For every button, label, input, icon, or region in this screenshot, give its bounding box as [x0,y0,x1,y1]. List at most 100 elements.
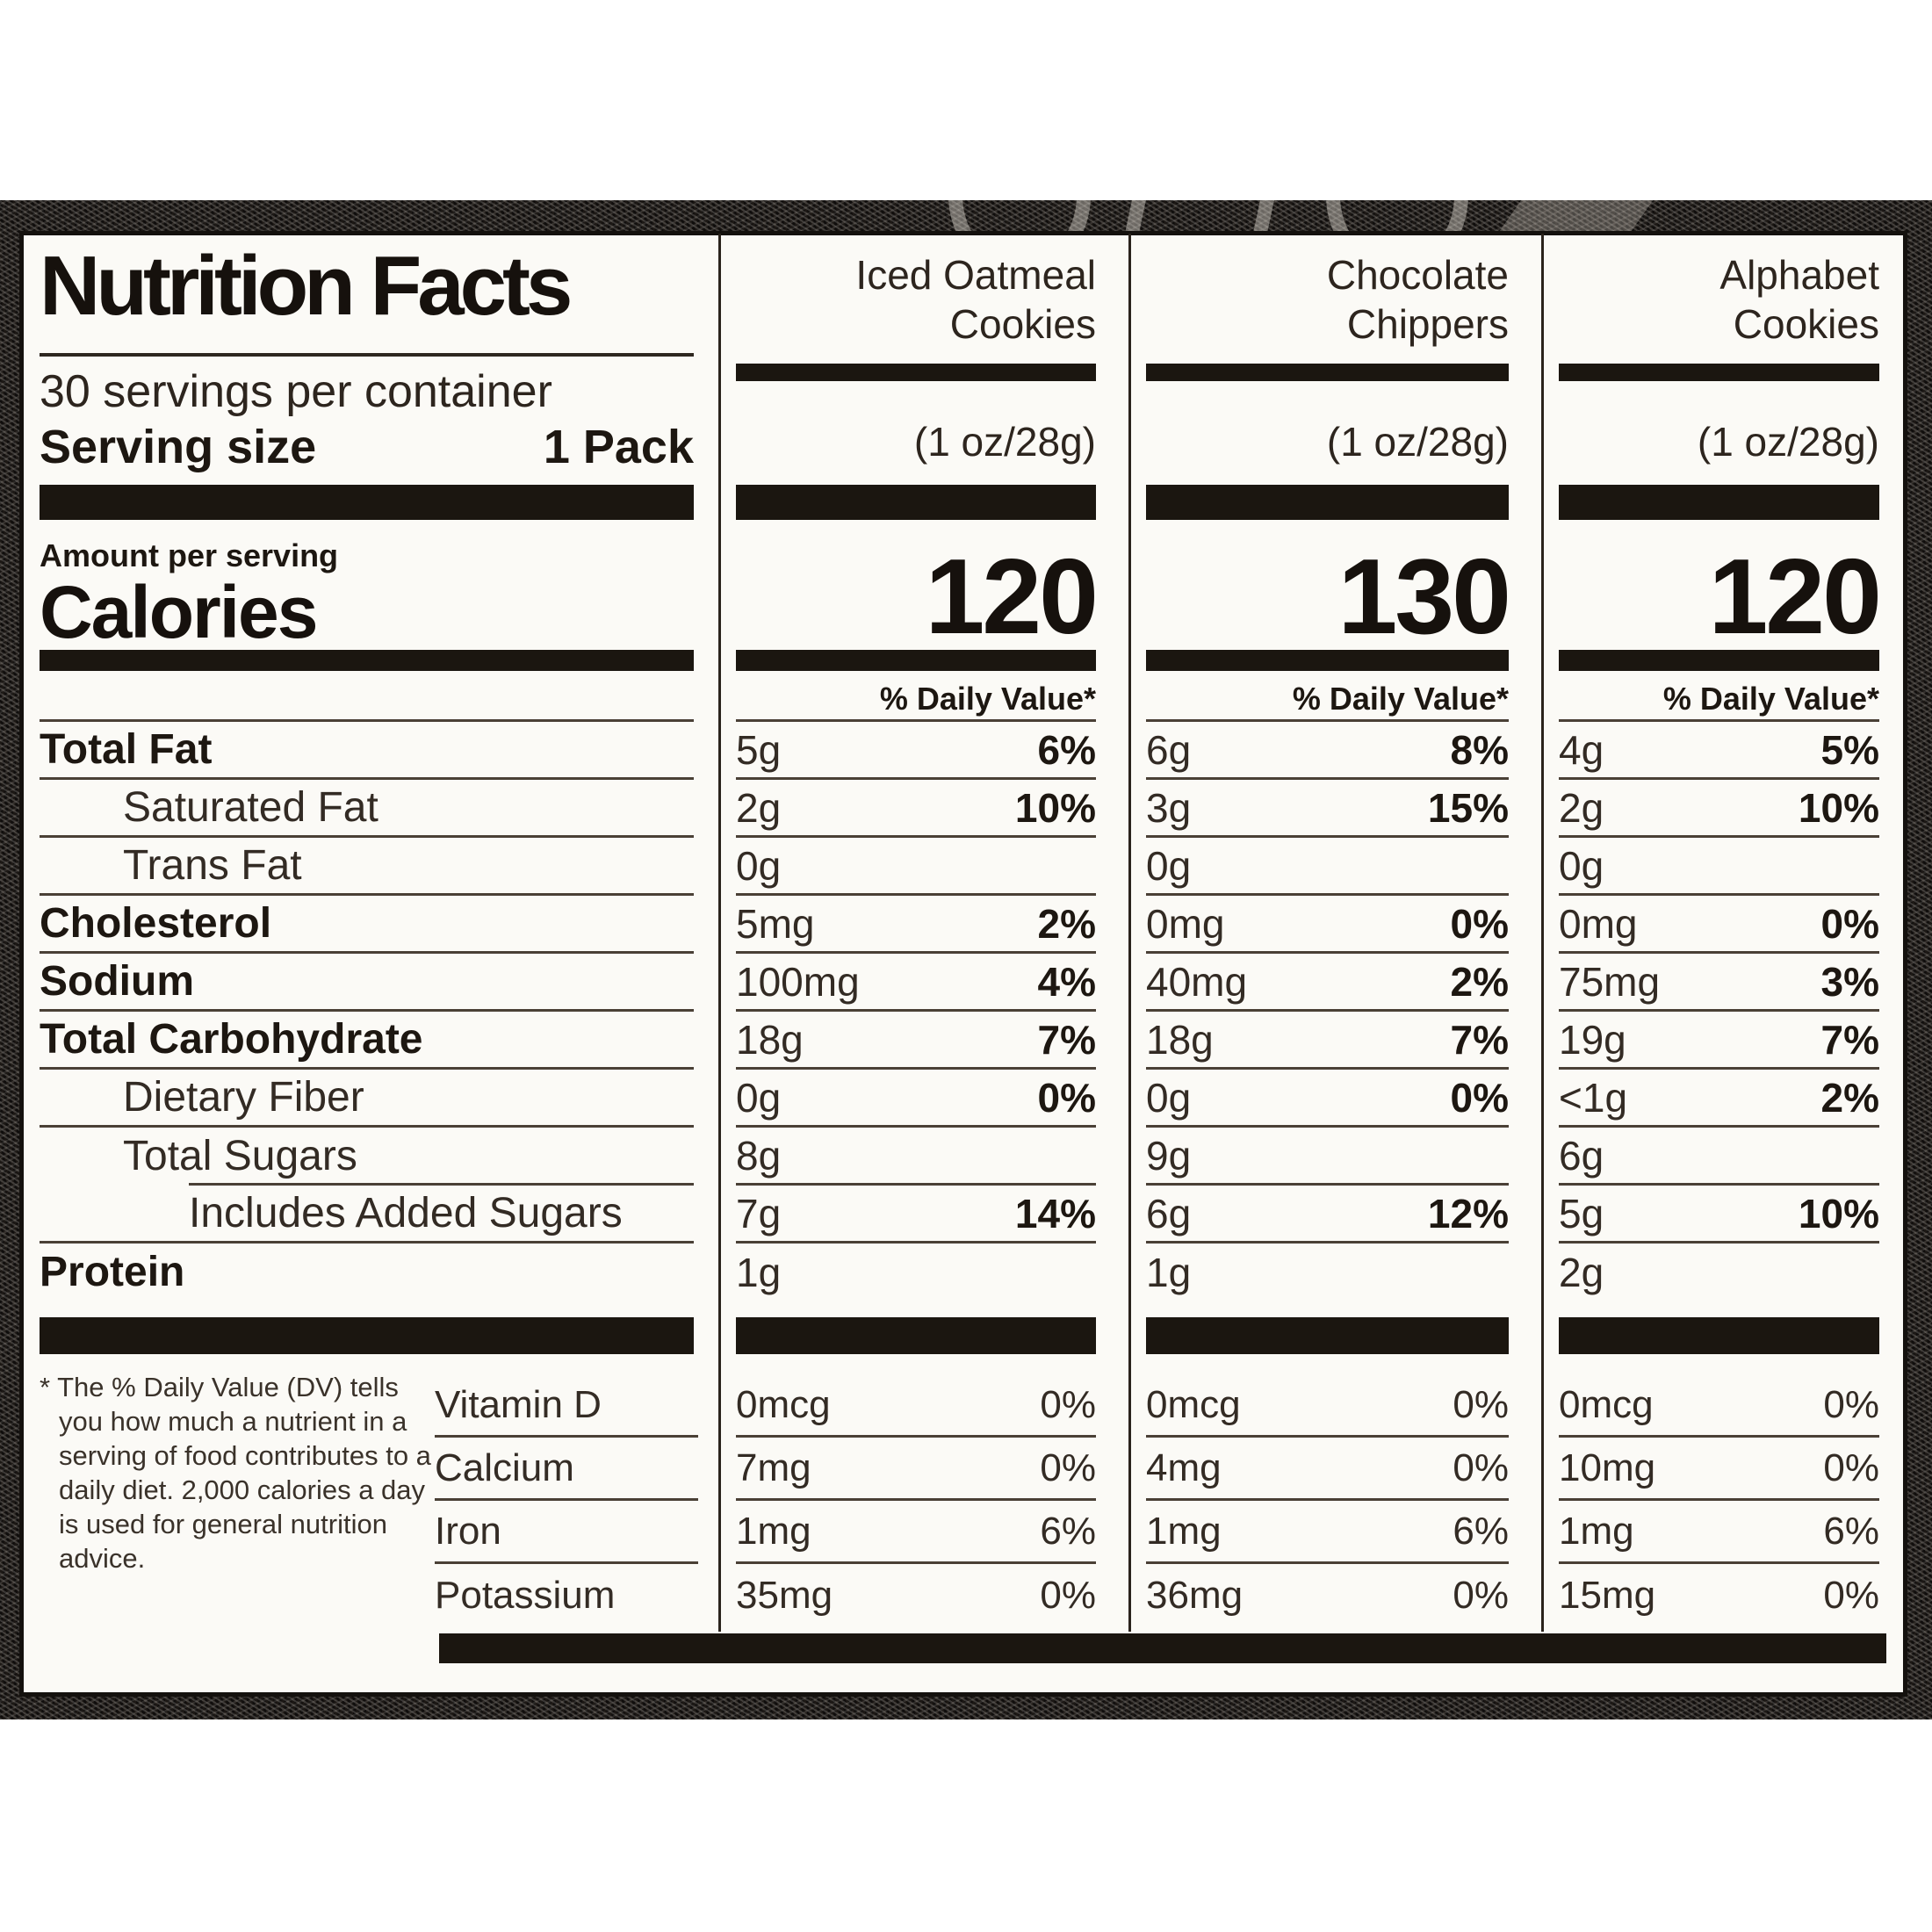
product-name: Chocolate Chippers [1146,250,1509,349]
title-underline-bar [1559,364,1879,381]
vitamin-label: Iron [435,1509,501,1553]
nutrient-row: 6g 12% [1146,1186,1509,1244]
vitamin-label: Potassium [435,1574,616,1617]
daily-value-footnote: * The % Daily Value (DV) tells you how m… [40,1372,431,1574]
vitamin-row: 0mcg 0% [736,1374,1096,1438]
ghost-shape [948,200,1091,231]
vitamin-row: 15mg 0% [1559,1574,1879,1617]
nutrient-label: Total Sugars [123,1133,357,1179]
nutrient-label: Dietary Fiber [123,1073,364,1121]
nutrient-row: 0mg 0% [1559,896,1879,954]
separator-bar [736,485,1096,520]
amount-per-serving-label: Amount per serving [40,537,339,573]
product-name-line: Cookies [949,301,1096,347]
product-column-iced-oatmeal: Iced Oatmeal Cookies (1 oz/28g) 120 % Da… [736,231,1099,1697]
separator-bar [736,650,1096,671]
nutrient-row: Total Sugars [40,1128,694,1186]
product-serving-size: (1 oz/28g) [1697,419,1879,465]
vitamin-name-row: Potassium [435,1564,698,1627]
serving-size-row: Serving size 1 Pack [40,423,694,471]
vitamin-row: 0mcg 0% [1146,1374,1509,1438]
nutrient-label: Total Fat [40,725,213,773]
nutrient-row: 18g 7% [1146,1012,1509,1070]
product-serving-size: (1 oz/28g) [1326,419,1509,465]
product-column-chocolate-chippers: Chocolate Chippers (1 oz/28g) 130 % Dail… [1146,231,1511,1697]
vitamin-row: 10mg 0% [1559,1438,1879,1501]
vitamin-label: Calcium [435,1445,574,1489]
nutrient-values-grid: 6g 8% 3g 15% 0g 0mg 0% 40mg 2% 18g 7% 0g 0% 9g… [1146,719,1509,1301]
ghost-shape [1326,200,1468,231]
nutrient-row: Total Carbohydrate [40,1012,694,1070]
vitamin-row: 7mg 0% [736,1438,1096,1501]
separator-bar [1146,485,1509,520]
bottom-separator-bar [439,1633,1886,1663]
nutrient-row: 7g 14% [736,1186,1096,1244]
vitamin-row: 35mg 0% [736,1574,1096,1617]
title-underline-bar [1146,364,1509,381]
nutrient-label: Protein [40,1249,185,1295]
column-divider [1541,234,1544,1632]
nutrient-row: Dietary Fiber [40,1070,694,1128]
nutrient-row: Trans Fat [40,838,694,896]
title-rule [40,353,694,357]
serving-size-label: Serving size [40,421,317,473]
nutrient-values-grid: 4g 5% 2g 10% 0g 0mg 0% 75mg 3% 19g 7% <1g 2% 6… [1559,719,1879,1301]
calories-label: Calories [40,571,318,653]
separator-bar [40,650,694,671]
product-name: Alphabet Cookies [1559,250,1879,349]
nutrient-row: 0g [1559,838,1879,896]
protein-separator-bar [1146,1317,1509,1354]
daily-value-header: % Daily Value* [879,681,1096,717]
nutrient-row: 2g [1559,1250,1604,1295]
nutrient-row: 8g [736,1128,1096,1186]
vitamin-name-row: Calcium [435,1438,698,1501]
vitamin-values-grid: 0mcg 0% 4mg 0% 1mg 6% 36mg 0% [1146,1374,1509,1627]
nutrient-label: Total Carbohydrate [40,1015,423,1063]
vitamin-row: 36mg 0% [1146,1574,1509,1617]
nutrient-row: 0g [1146,838,1509,896]
vitamin-label: Vitamin D [435,1382,602,1426]
protein-separator-bar [1559,1317,1879,1354]
nutrient-row: 5mg 2% [736,896,1096,954]
nutrient-label: Cholesterol [40,899,272,947]
daily-value-header: % Daily Value* [1292,681,1509,717]
servings-per-container: 30 servings per container [40,366,552,417]
nutrient-label: Sodium [40,957,194,1005]
nutrient-row: 40mg 2% [1146,954,1509,1012]
product-name: Iced Oatmeal Cookies [736,250,1096,349]
protein-separator-bar [40,1317,694,1354]
serving-size-value: 1 Pack [543,421,694,473]
vitamin-name-row: Vitamin D [435,1374,698,1438]
separator-bar [1559,650,1879,671]
nutrient-row: Cholesterol [40,896,694,954]
nutrient-row: 1g [736,1250,782,1295]
nutrient-row: 2g 10% [1559,780,1879,838]
vitamin-row: 1mg 6% [1146,1501,1509,1564]
nutrient-row: 6g [1559,1128,1879,1186]
vitamin-names-grid: Vitamin D Calcium Iron Potassium [435,1374,698,1627]
nutrient-row: 18g 7% [736,1012,1096,1070]
nutrient-row: 4g 5% [1559,722,1879,780]
nutrient-row: <1g 2% [1559,1070,1879,1128]
ghost-shape [1115,200,1293,231]
nutrient-row: Includes Added Sugars [40,1186,694,1244]
nutrient-row: 75mg 3% [1559,954,1879,1012]
nutrient-row: 0g [736,838,1096,896]
nutrient-row: 1g [1146,1250,1192,1295]
nutrient-row: 3g 15% [1146,780,1509,838]
vitamin-row: 0mcg 0% [1559,1374,1879,1438]
product-name-line: Iced Oatmeal [855,252,1096,298]
vitamin-name-row: Iron [435,1501,698,1564]
product-name-line: Chocolate [1326,252,1509,298]
nutrient-label: Includes Added Sugars [189,1189,623,1236]
nutrient-row: 100mg 4% [736,954,1096,1012]
package-print-glimpse [948,200,1739,231]
product-calories-value: 130 [1337,537,1511,656]
vitamin-row: 1mg 6% [1559,1501,1879,1564]
nutrient-label: Trans Fat [123,841,302,889]
nutrient-names-grid: Total Fat Saturated Fat Trans Fat Choles… [40,719,694,1301]
separator-bar [40,485,694,520]
separator-bar [1146,650,1509,671]
product-column-alphabet-cookies: Alphabet Cookies (1 oz/28g) 120 % Daily … [1559,231,1882,1697]
